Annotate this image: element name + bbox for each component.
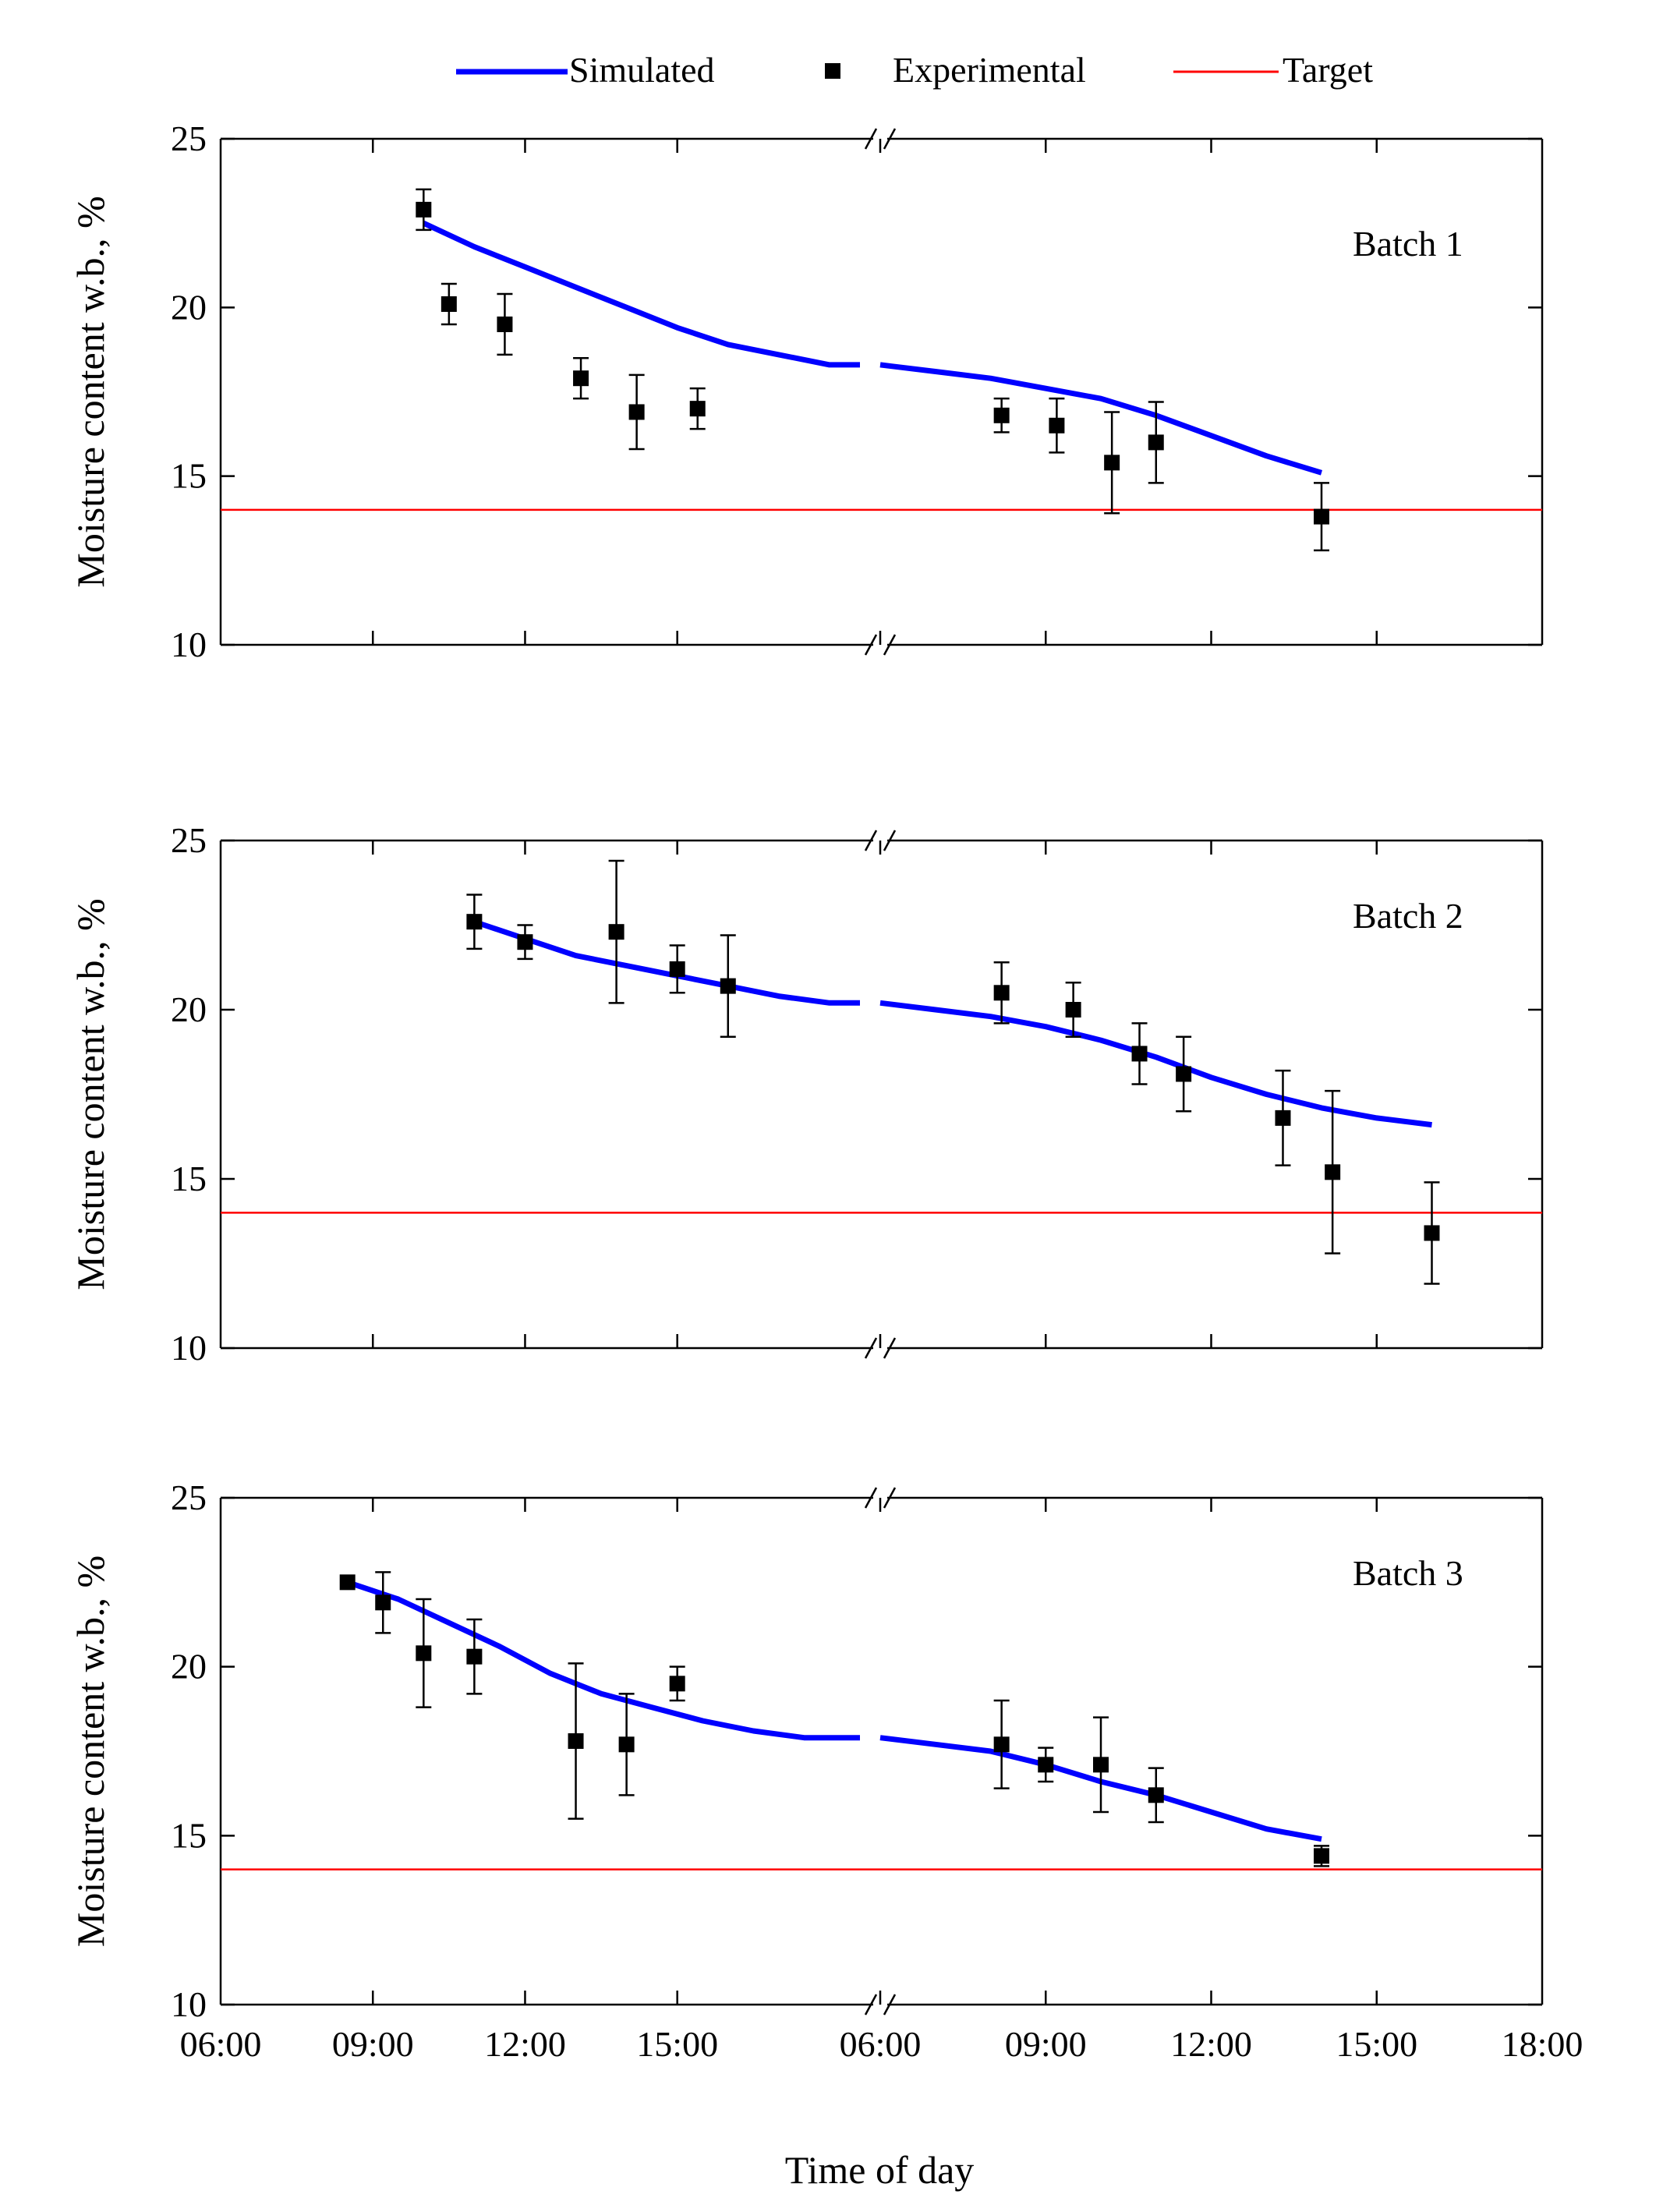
experimental-point — [466, 1648, 483, 1665]
experimental-point — [720, 978, 736, 994]
axis-break-mark — [864, 1487, 878, 1509]
batch-label: Batch 1 — [1353, 224, 1463, 264]
y-tick-label: 25 — [171, 119, 207, 158]
y-tick-label: 15 — [171, 1159, 207, 1198]
simulated-curve-day-1 — [422, 221, 860, 368]
experimental-point — [339, 1574, 356, 1591]
x-tick-label: 18:00 — [1502, 2024, 1583, 2064]
y-tick-label: 20 — [171, 989, 207, 1029]
y-tick-label: 25 — [171, 1478, 207, 1517]
simulated-curve-day-2 — [879, 1000, 1432, 1128]
experimental-point — [573, 370, 589, 387]
axis-break-mark — [864, 830, 878, 851]
panel-batch-1: 10 15 20 25 Batch 1 — [171, 119, 1544, 664]
experimental-point — [993, 1736, 1010, 1753]
y-axis-title-batch-2: Moisture content w.b., % — [69, 898, 112, 1290]
experimental-point — [1131, 1046, 1148, 1062]
simulated-curve-day-1 — [346, 1579, 860, 1741]
axis-break-mark — [864, 128, 878, 150]
experimental-point — [375, 1594, 391, 1611]
experimental-point — [1314, 508, 1329, 525]
experimental-point — [669, 1676, 685, 1692]
experimental-point — [1049, 417, 1065, 434]
experimental-point — [517, 934, 533, 950]
axis-break-mark — [883, 1337, 897, 1359]
axis-break-mark — [864, 634, 878, 656]
x-tick-label: 15:00 — [636, 2024, 718, 2064]
legend: Simulated Experimental Target — [456, 50, 1373, 90]
axis-break-mark — [864, 1994, 878, 2016]
axis-break-mark — [883, 830, 897, 851]
axis-break-mark — [883, 128, 897, 150]
axis-break-mark — [883, 634, 897, 656]
axis-break-mark — [883, 1994, 897, 2016]
y-axis-title-batch-3: Moisture content w.b., % — [69, 1555, 112, 1947]
y-tick-label: 10 — [171, 1984, 207, 2024]
y-tick-label: 10 — [171, 625, 207, 664]
experimental-point — [497, 316, 513, 332]
x-tick-label: 09:00 — [332, 2024, 414, 2064]
axis-break-mark — [883, 1487, 897, 1509]
experimental-point — [608, 924, 625, 940]
panel-batch-3: 10 15 20 25 06:00 09:00 12:00 15:00 06:00 09:00 12… — [171, 1478, 1583, 2064]
experimental-point — [1065, 1002, 1081, 1018]
experimental-point — [1148, 434, 1164, 451]
experimental-point — [1424, 1225, 1440, 1241]
batch-label: Batch 2 — [1353, 896, 1463, 936]
experimental-point — [1104, 455, 1120, 471]
experimental-point — [568, 1733, 584, 1749]
x-tick-label: 09:00 — [1005, 2024, 1087, 2064]
y-tick-label: 15 — [171, 1815, 207, 1855]
simulated-curve-day-2 — [879, 362, 1323, 476]
experimental-point — [1325, 1164, 1341, 1180]
legend-simulated-label: Simulated — [569, 50, 715, 90]
experimental-point — [416, 201, 432, 218]
experimental-point — [993, 985, 1010, 1001]
experimental-point — [669, 961, 685, 977]
y-tick-label: 15 — [171, 456, 207, 496]
experimental-point — [1314, 1848, 1329, 1864]
experimental-point — [416, 1645, 432, 1662]
simulated-curve-day-1 — [473, 918, 860, 1006]
experimental-point — [1038, 1757, 1054, 1773]
experimental-point — [441, 296, 457, 313]
legend-experimental-label: Experimental — [893, 50, 1086, 90]
experimental-point — [1176, 1066, 1192, 1082]
experimental-point — [993, 407, 1010, 423]
experimental-point — [466, 914, 483, 930]
x-tick-label: 12:00 — [484, 2024, 566, 2064]
experimental-point — [1148, 1787, 1164, 1803]
x-tick-label: 15:00 — [1336, 2024, 1417, 2064]
experimental-point — [1275, 1110, 1291, 1126]
y-axis-title-batch-1: Moisture content w.b., % — [69, 196, 112, 587]
legend-experimental-marker — [825, 63, 840, 79]
axis-break-mark — [864, 1337, 878, 1359]
chart-panels: 10 15 20 25 Batch 1 10 15 20 25 Batch 2 10 15 20 25 06… — [171, 119, 1583, 2064]
batch-label: Batch 3 — [1353, 1553, 1463, 1593]
legend-target-label: Target — [1283, 50, 1373, 90]
experimental-point — [618, 1736, 635, 1753]
x-tick-label: 06:00 — [840, 2024, 922, 2064]
experimental-point — [1093, 1757, 1109, 1773]
x-tick-label: 06:00 — [180, 2024, 262, 2064]
x-tick-label: 12:00 — [1170, 2024, 1252, 2064]
y-tick-label: 20 — [171, 1647, 207, 1686]
x-axis-title: Time of day — [785, 2148, 975, 2192]
experimental-point — [689, 401, 706, 417]
y-tick-label: 10 — [171, 1328, 207, 1368]
panel-batch-2: 10 15 20 25 Batch 2 — [171, 820, 1544, 1368]
y-tick-label: 20 — [171, 287, 207, 327]
y-tick-label: 25 — [171, 820, 207, 860]
experimental-point — [628, 404, 645, 420]
